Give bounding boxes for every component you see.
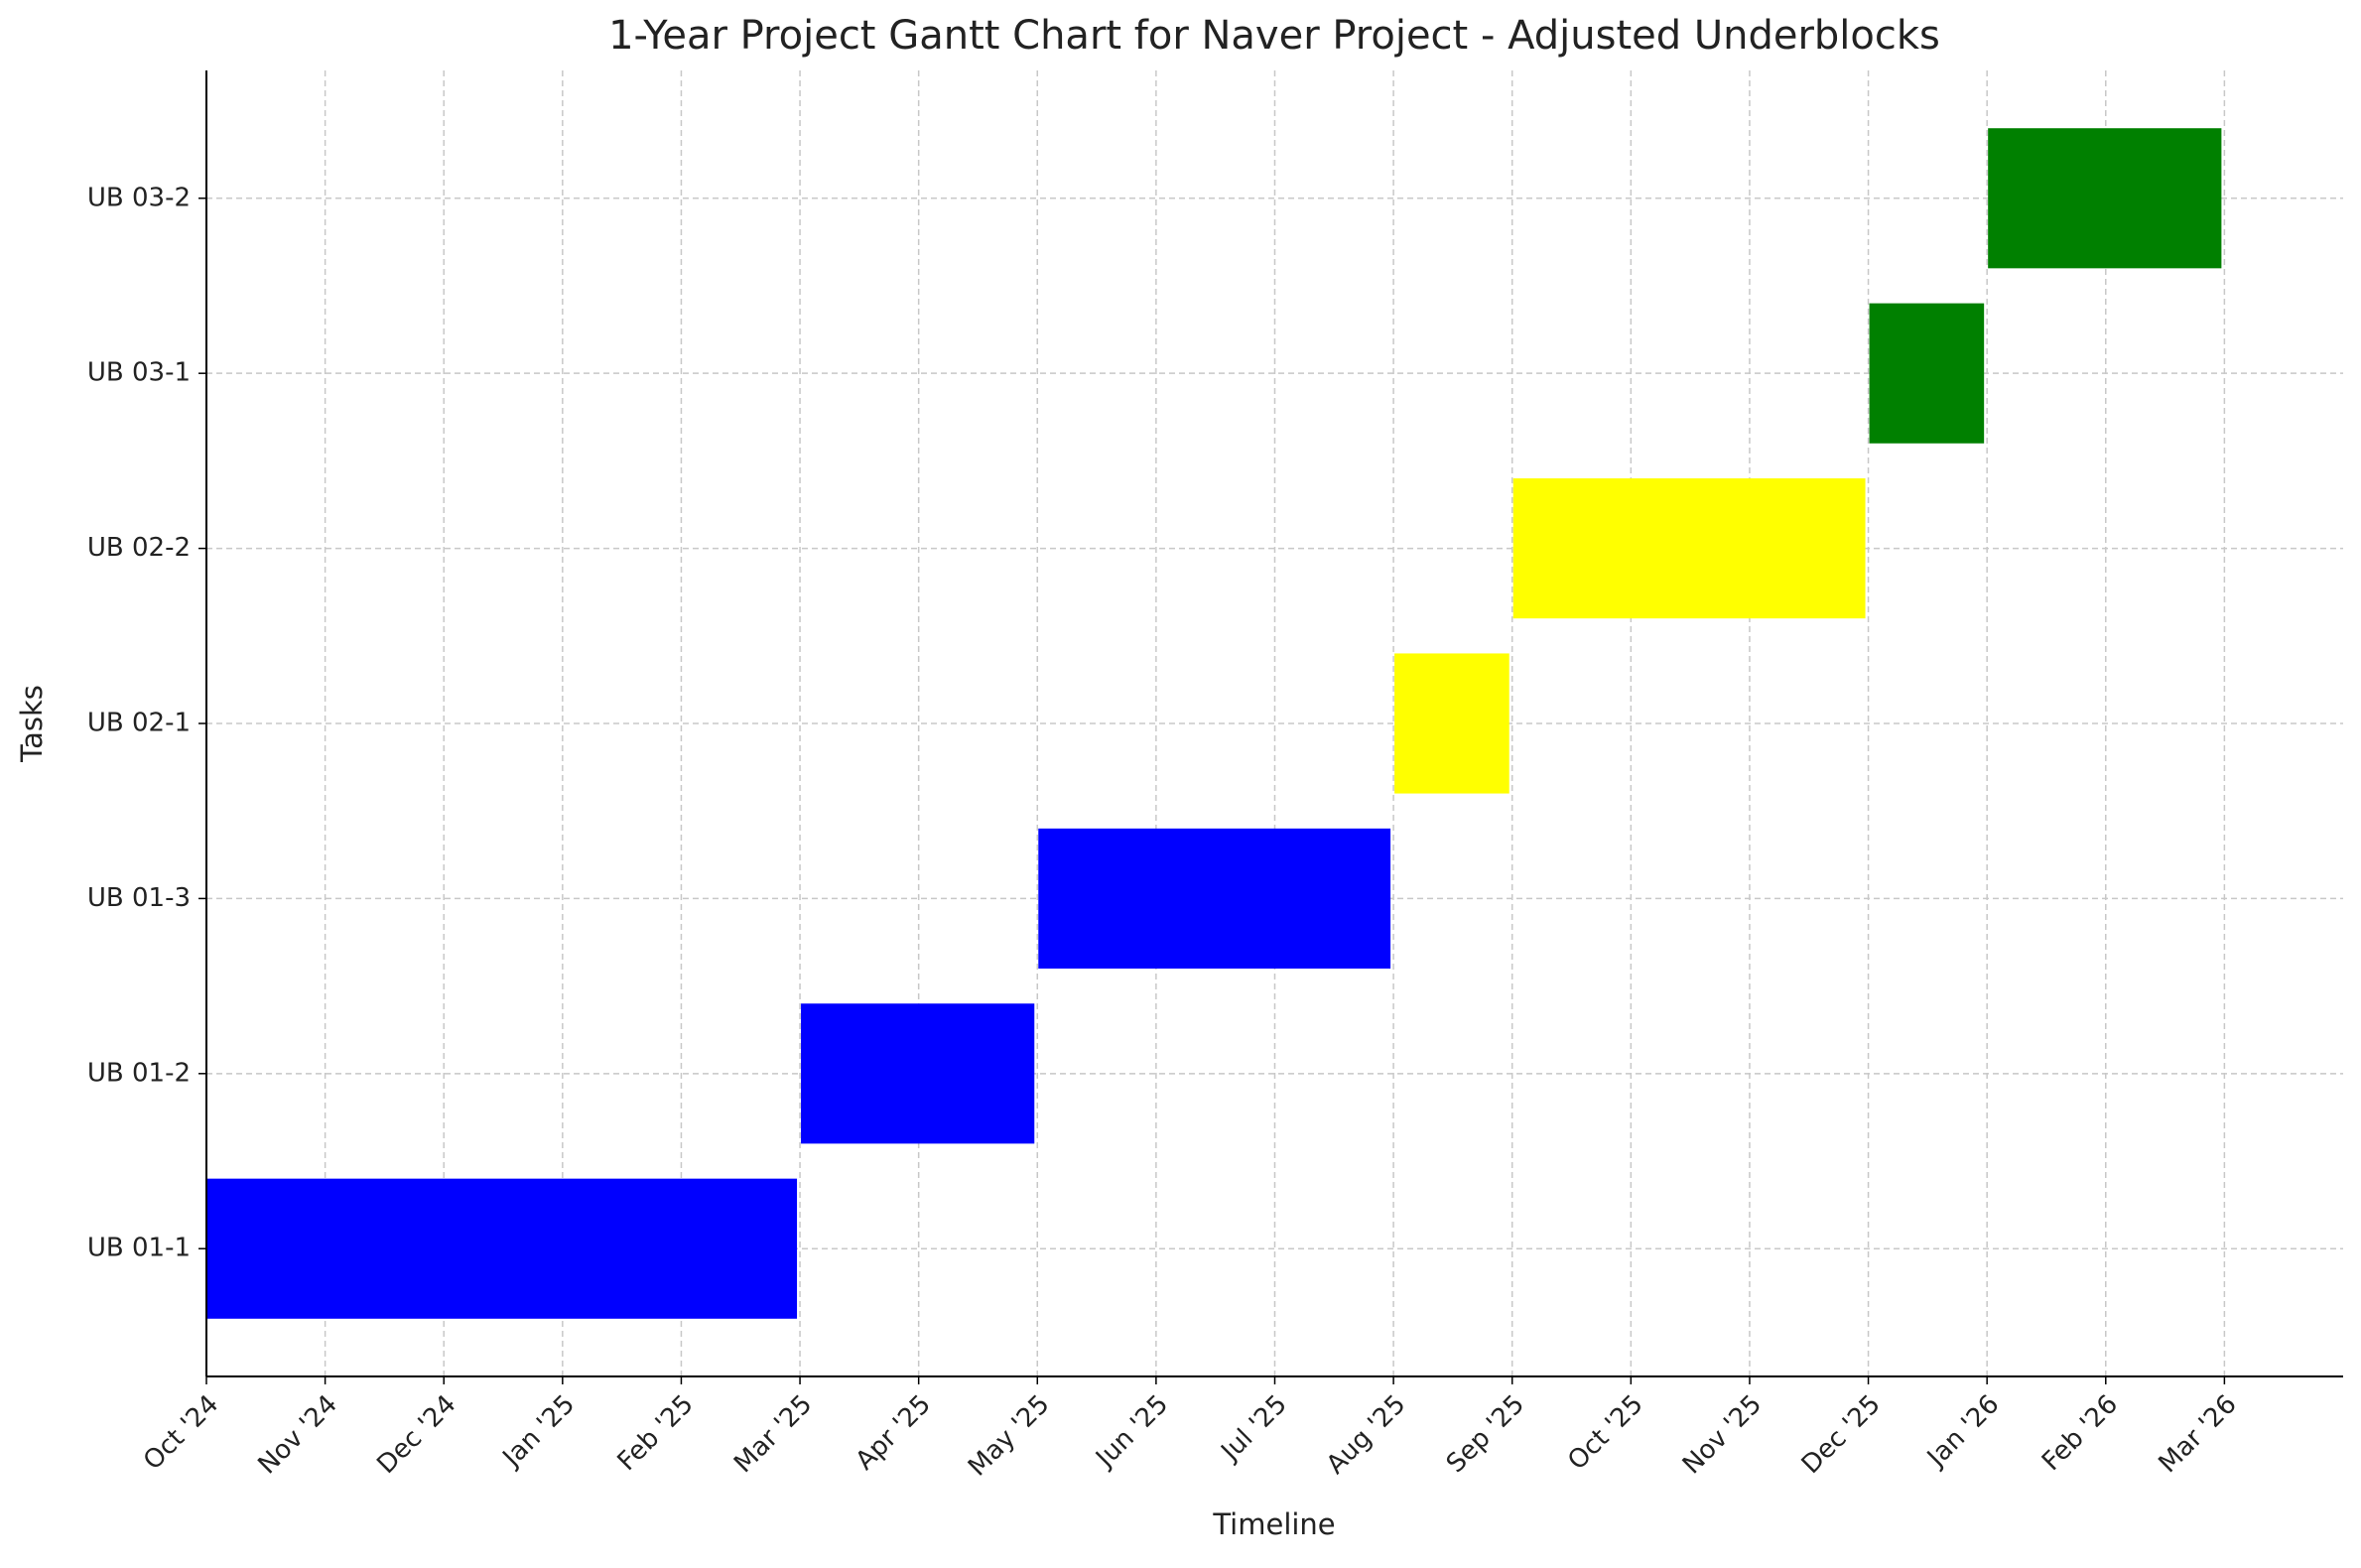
x-axis-label: Timeline — [1212, 1507, 1335, 1541]
x-tick-label: Dec '24 — [371, 1389, 461, 1480]
y-tick-label: UB 02-2 — [87, 533, 191, 563]
y-axis-label: Tasks — [15, 685, 49, 763]
x-tick-label: Apr '25 — [851, 1389, 937, 1476]
bars — [207, 128, 2222, 1319]
x-tick-label: Jun '25 — [1089, 1389, 1174, 1475]
x-tick-label: Feb '26 — [2036, 1389, 2124, 1477]
x-tick-label: Sep '25 — [1441, 1389, 1530, 1479]
task-bar — [1869, 303, 1985, 444]
y-tick-label: UB 03-1 — [87, 358, 191, 388]
x-tick-label: Nov '25 — [1677, 1389, 1768, 1480]
task-bar — [1988, 128, 2222, 269]
x-tick-label: Mar '25 — [728, 1389, 818, 1479]
task-bar — [801, 1003, 1035, 1144]
y-tick-label: UB 02-1 — [87, 709, 191, 738]
x-tick-label: Mar '26 — [2153, 1389, 2242, 1479]
y-tick-label: UB 03-2 — [87, 183, 191, 212]
x-tick-label: Dec '25 — [1796, 1389, 1887, 1480]
x-tick-label: Oct '25 — [1562, 1389, 1648, 1476]
task-bar — [207, 1178, 798, 1319]
x-tick-label: Aug '25 — [1321, 1389, 1411, 1480]
x-tick-label: Nov '24 — [252, 1389, 342, 1480]
y-tick-label: UB 01-1 — [87, 1234, 191, 1263]
y-tick-label: UB 01-2 — [87, 1058, 191, 1088]
x-tick-label: Feb '25 — [612, 1389, 700, 1477]
x-tick-label: Oct '24 — [138, 1389, 224, 1476]
x-tick-label: Jan '25 — [496, 1389, 581, 1474]
grid — [205, 70, 2343, 1376]
y-tick-label: UB 01-3 — [87, 883, 191, 913]
x-tick-label: Jan '26 — [1920, 1389, 2005, 1474]
x-tick-label: Jul '25 — [1215, 1389, 1293, 1468]
task-bar — [1512, 478, 1866, 619]
x-tick-label: May '25 — [963, 1389, 1056, 1483]
task-bar — [1038, 828, 1391, 969]
chart-title: 1-Year Project Gantt Chart for Naver Pro… — [608, 13, 1940, 59]
task-bar — [1394, 653, 1509, 794]
